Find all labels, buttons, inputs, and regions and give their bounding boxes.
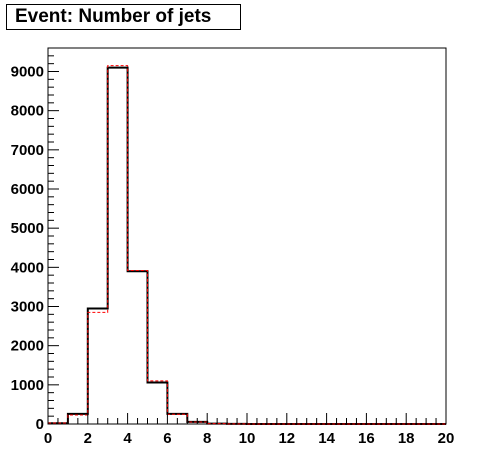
x-tick-label: 16 — [358, 430, 375, 447]
y-tick-label: 6000 — [11, 181, 44, 198]
x-tick-label: 2 — [84, 430, 92, 447]
y-tick-label: 3000 — [11, 299, 44, 316]
series-layer — [48, 65, 446, 425]
y-tick-label: 9000 — [11, 64, 44, 81]
axis-layer: 0 2 4 6 8 10 12 14 16 18 20 0 1000 2000 3000 4000 5000 60… — [11, 47, 455, 447]
y-tick-label: 0 — [36, 416, 44, 433]
x-tick-label: 4 — [123, 430, 132, 447]
x-tick-label: 0 — [44, 430, 52, 447]
x-tick-label: 18 — [398, 430, 415, 447]
y-tick-label: 8000 — [11, 103, 44, 120]
chart-title: Event: Number of jets — [6, 4, 241, 30]
y-tick-label: 4000 — [11, 259, 44, 276]
x-tick-label: 8 — [203, 430, 211, 447]
histogram-series-2 — [48, 65, 446, 425]
y-tick-label: 7000 — [11, 142, 44, 159]
x-tick-label: 6 — [163, 430, 171, 447]
y-tick-label: 2000 — [11, 338, 44, 355]
x-tick-label: 10 — [239, 430, 256, 447]
x-tick-label: 20 — [438, 430, 455, 447]
y-tick-label: 1000 — [11, 377, 44, 394]
x-tick-label: 14 — [318, 430, 335, 447]
y-tick-label: 5000 — [11, 220, 44, 237]
x-tick-label: 12 — [278, 430, 295, 447]
